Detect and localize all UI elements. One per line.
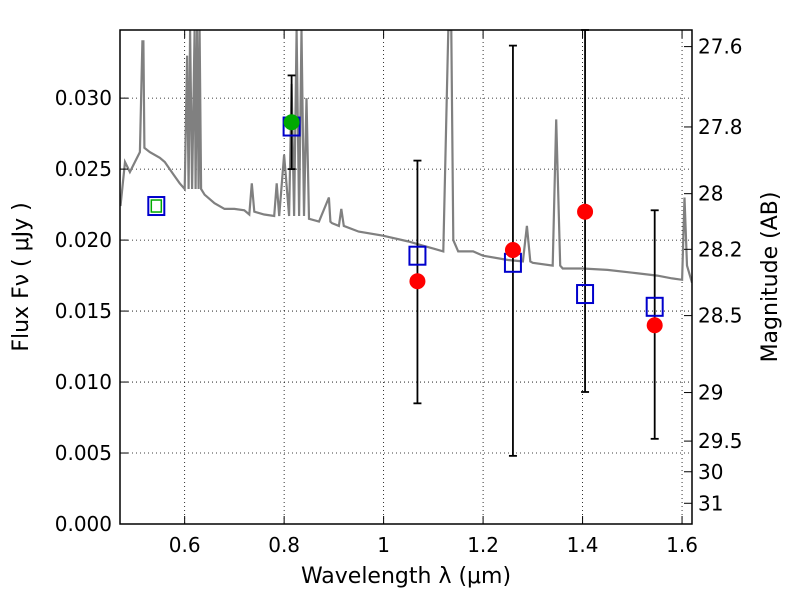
y-tick-label: 0.030 [55, 86, 112, 110]
spectrum-line [120, 30, 692, 284]
y-tick-label: 0.015 [55, 299, 112, 323]
detection-point [283, 114, 300, 131]
y2-tick-label: 29 [698, 381, 723, 405]
x-tick-label: 1 [377, 533, 390, 557]
y-axis-label: Flux Fν ( μJy ) [9, 202, 34, 351]
y2-axis-label: Magnitude (AB) [758, 192, 783, 363]
y2-tick-label: 28.2 [698, 237, 743, 261]
markers [147, 114, 664, 334]
band-marker-square [150, 199, 163, 213]
y-tick-label: 0.005 [55, 441, 112, 465]
ticks [120, 30, 692, 525]
observed-point [409, 273, 426, 290]
error-bars [287, 29, 659, 457]
y2-tick-label: 27.8 [698, 115, 743, 139]
y-tick-label: 0.010 [55, 370, 112, 394]
y-tick-label: 0.000 [55, 512, 112, 536]
spectrum-layer [120, 30, 692, 284]
x-tick-label: 0.8 [268, 533, 300, 557]
x-tick-label: 1.6 [666, 533, 698, 557]
model-photometry-square [576, 284, 595, 305]
tick-labels: 0.6 0.8 1 1.2 1.4 1.6 0.000 0.005 0.010 0.015 0.02… [55, 35, 743, 557]
y-tick-label: 0.025 [55, 157, 112, 181]
y2-tick-label: 28 [698, 182, 723, 206]
observed-point [504, 242, 521, 259]
y2-tick-label: 30 [698, 460, 723, 484]
observed-point [577, 203, 594, 220]
observed-point [646, 317, 663, 334]
y2-tick-label: 28.5 [698, 304, 743, 328]
model-photometry-square [408, 245, 427, 266]
x-tick-label: 1.4 [567, 533, 599, 557]
model-photometry-square [147, 196, 166, 217]
y2-tick-label: 29.5 [698, 429, 743, 453]
plot-frame [119, 29, 693, 525]
x-axis-label: Wavelength λ (μm) [301, 564, 511, 589]
model-photometry-square [645, 296, 664, 317]
y2-tick-label: 27.6 [698, 35, 743, 59]
y-tick-label: 0.020 [55, 228, 112, 252]
y2-tick-label: 31 [698, 491, 723, 515]
grid [120, 30, 692, 525]
x-tick-label: 0.6 [169, 533, 201, 557]
x-tick-label: 1.2 [467, 533, 499, 557]
